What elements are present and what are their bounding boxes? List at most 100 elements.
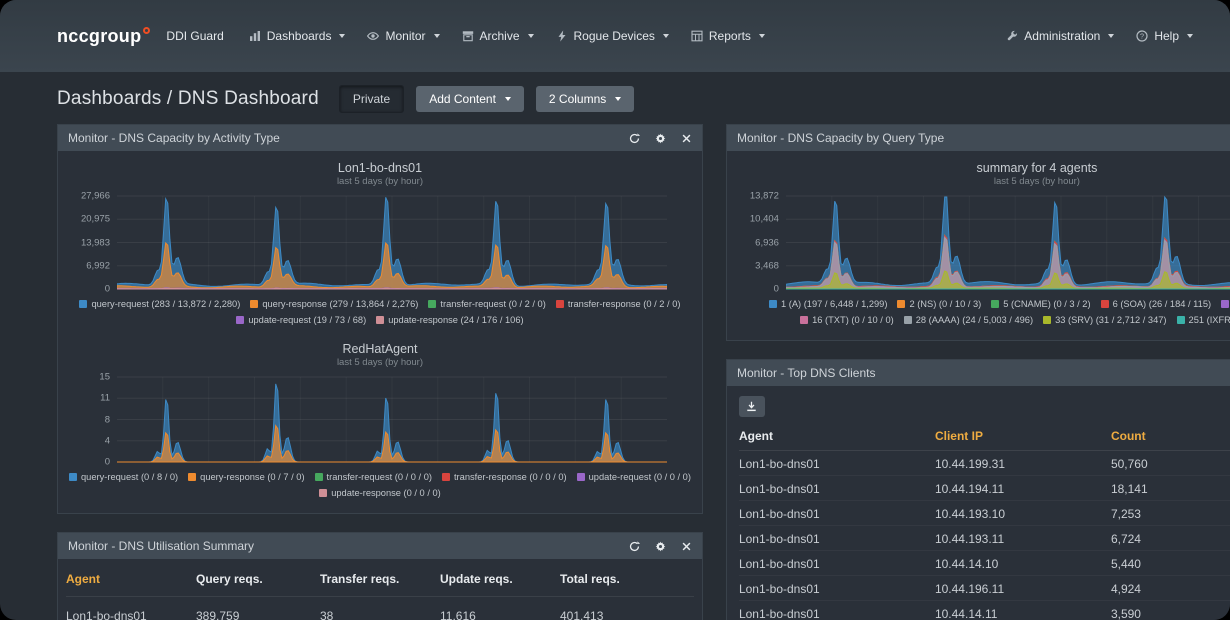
- gear-icon[interactable]: [655, 541, 666, 552]
- nav-item-dashboards[interactable]: Dashboards: [238, 21, 357, 51]
- eye-icon: [367, 30, 379, 42]
- download-button[interactable]: [739, 396, 765, 417]
- querytype-charts-body: summary for 4 agentslast 5 days (by hour…: [727, 151, 1230, 340]
- legend-item: 16 (TXT) (0 / 10 / 0): [800, 312, 894, 328]
- chart-legend: 1 (A) (197 / 6,448 / 1,299) 2 (NS) (0 / 1…: [738, 296, 1230, 328]
- table-cell: 10.44.196.11: [935, 576, 1111, 601]
- panel-top-dns-clients: Monitor - Top DNS Clients AgentClient IP…: [726, 359, 1230, 620]
- chevron-down-icon: [615, 97, 621, 101]
- legend-swatch: [1177, 316, 1185, 324]
- chevron-down-icon: [1108, 34, 1114, 38]
- y-tick-label: 6,936: [755, 238, 779, 249]
- table-cell: 401,413: [560, 597, 694, 620]
- column-header-transfer-reqs[interactable]: Transfer reqs.: [320, 559, 440, 597]
- column-header-client-ip[interactable]: Client IP: [935, 421, 1111, 451]
- right-column: Monitor - DNS Capacity by Query Type sum…: [726, 124, 1230, 620]
- table-cell: Lon1-bo-dns01: [739, 476, 935, 501]
- legend-swatch: [319, 489, 327, 497]
- column-header-query-reqs[interactable]: Query reqs.: [196, 559, 320, 597]
- page-header: Dashboards / DNS Dashboard Private Add C…: [0, 72, 1230, 124]
- private-button[interactable]: Private: [339, 85, 404, 113]
- legend-swatch: [79, 300, 87, 308]
- legend-item: update-response (0 / 0 / 0): [319, 485, 441, 501]
- nav-item-archive[interactable]: Archive: [451, 21, 545, 51]
- close-icon[interactable]: [681, 541, 692, 552]
- legend-item: query-request (0 / 8 / 0): [69, 469, 178, 485]
- panel-title: Monitor - Top DNS Clients: [737, 366, 876, 380]
- nav-item-help[interactable]: ?Help: [1125, 21, 1204, 51]
- legend-item: 6 (SOA) (26 / 184 / 115): [1101, 296, 1212, 312]
- table-cell: 10.44.194.11: [935, 476, 1111, 501]
- table-cell: 7,253: [1111, 501, 1230, 526]
- y-tick-label: 4: [105, 436, 110, 447]
- columns-button[interactable]: 2 Columns: [536, 86, 634, 112]
- svg-text:?: ?: [1140, 32, 1144, 41]
- close-icon[interactable]: [681, 133, 692, 144]
- add-content-button[interactable]: Add Content: [416, 86, 524, 112]
- y-axis-labels: 27,96620,97513,9836,9920: [69, 194, 117, 290]
- column-header-update-reqs[interactable]: Update reqs.: [440, 559, 560, 597]
- y-tick-label: 10,404: [750, 214, 779, 225]
- brand-name: nccgroup: [57, 26, 141, 47]
- column-header-agent[interactable]: Agent: [739, 421, 935, 451]
- nav-item-reports[interactable]: Reports: [680, 21, 776, 51]
- nccgroup-logo[interactable]: nccgroup: [57, 26, 150, 47]
- refresh-icon[interactable]: [629, 541, 640, 552]
- table-cell: 10.44.14.11: [935, 601, 1111, 620]
- legend-item: 2 (NS) (0 / 10 / 3): [897, 296, 981, 312]
- legend-item: transfer-response (0 / 0 / 0): [442, 469, 567, 485]
- table-cell: Lon1-bo-dns01: [739, 601, 935, 620]
- area-plot: [117, 375, 667, 463]
- y-tick-label: 27,966: [81, 191, 110, 202]
- area-plot: [117, 194, 667, 290]
- column-header-agent[interactable]: Agent: [66, 559, 196, 597]
- table-cell: Lon1-bo-dns01: [66, 597, 196, 620]
- y-tick-label: 3,468: [755, 261, 779, 272]
- download-icon: [746, 401, 757, 412]
- legend-item: transfer-request (0 / 0 / 0): [315, 469, 432, 485]
- y-tick-label: 8: [105, 415, 110, 426]
- y-tick-label: 20,975: [81, 214, 110, 225]
- table-cell: 6,724: [1111, 526, 1230, 551]
- table-cell: Lon1-bo-dns01: [739, 451, 935, 476]
- gear-icon[interactable]: [655, 133, 666, 144]
- panel-header: Monitor - Top DNS Clients: [727, 360, 1230, 386]
- chart-legend: query-request (0 / 8 / 0)query-response …: [69, 469, 691, 501]
- y-tick-label: 15: [99, 372, 110, 383]
- legend-item: 33 (SRV) (31 / 2,712 / 347): [1043, 312, 1166, 328]
- column-header-count[interactable]: Count: [1111, 421, 1230, 451]
- nav-item-monitor[interactable]: Monitor: [356, 21, 450, 51]
- legend-swatch: [236, 316, 244, 324]
- chevron-down-icon: [505, 97, 511, 101]
- y-axis-labels: 1511840: [69, 375, 117, 463]
- legend-swatch: [897, 300, 905, 308]
- legend-item: 1 (A) (197 / 6,448 / 1,299): [769, 296, 887, 312]
- bar-chart-icon: [249, 30, 261, 42]
- chart-subtitle: last 5 days (by hour): [738, 176, 1230, 187]
- right-nav: Administration?Help: [995, 21, 1204, 51]
- chart-title: summary for 4 agents: [738, 161, 1230, 175]
- wrench-icon: [1006, 30, 1018, 42]
- y-tick-label: 11: [100, 393, 110, 404]
- y-tick-label: 13,983: [81, 238, 110, 249]
- legend-swatch: [769, 300, 777, 308]
- bolt-icon: [556, 30, 568, 42]
- panel-header: Monitor - DNS Capacity by Activity Type: [58, 125, 702, 151]
- top-clients-table: AgentClient IPCount%Lon1-bo-dns0110.44.1…: [727, 421, 1230, 620]
- panel-dns-capacity-by-query-type: Monitor - DNS Capacity by Query Type sum…: [726, 124, 1230, 341]
- legend-swatch: [315, 473, 323, 481]
- dashboard-content: Monitor - DNS Capacity by Activity Type …: [0, 124, 1230, 620]
- column-header-total-reqs[interactable]: Total reqs.: [560, 559, 694, 597]
- chevron-down-icon: [434, 34, 440, 38]
- table-cell: Lon1-bo-dns01: [739, 526, 935, 551]
- legend-swatch: [800, 316, 808, 324]
- legend-item: 251 (IXFR) (0 / 2 / 0): [1177, 312, 1230, 328]
- utilisation-table: AgentQuery reqs.Transfer reqs.Update req…: [58, 559, 702, 620]
- y-tick-label: 0: [105, 284, 110, 295]
- activity-charts-body: Lon1-bo-dns01last 5 days (by hour)27,966…: [58, 151, 702, 513]
- refresh-icon[interactable]: [629, 133, 640, 144]
- nav-item-administration[interactable]: Administration: [995, 21, 1125, 51]
- ddi-guard-window: nccgroup DDI Guard DashboardsMonitorArch…: [0, 0, 1230, 620]
- table-cell: 11,616: [440, 597, 560, 620]
- nav-item-rogue-devices[interactable]: Rogue Devices: [545, 21, 680, 51]
